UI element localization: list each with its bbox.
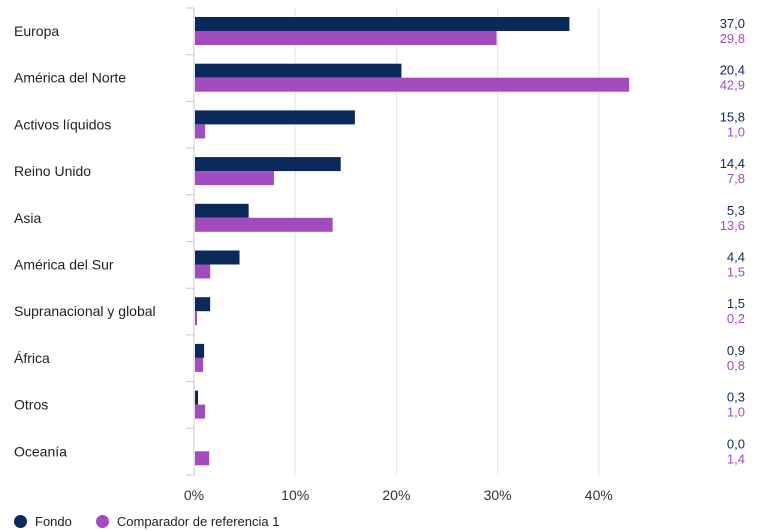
bar-comparador <box>195 217 333 232</box>
x-tick-label: 20% <box>382 487 410 503</box>
bar-fondo <box>195 390 199 405</box>
category-label: Supranacional y global <box>14 303 156 319</box>
legend-item-fondo: Fondo <box>14 514 72 529</box>
bar-comparador <box>195 31 497 45</box>
bar-fondo <box>195 17 570 31</box>
bar-comparador <box>195 311 198 326</box>
value-label-fondo: 20,4 <box>720 63 745 78</box>
x-tick-label: 30% <box>484 487 512 503</box>
legend: Fondo Comparador de referencia 1 <box>14 511 303 531</box>
value-label-comparador: 29,8 <box>720 31 745 46</box>
bar-chart: 0% 10% 20% 30% 40% Europa 37,029,8 América del … <box>14 7 745 503</box>
value-label-comparador: 1,0 <box>727 405 745 420</box>
value-label-fondo: 15,8 <box>720 109 745 124</box>
value-label-fondo: 1,5 <box>727 296 745 311</box>
category-label: África <box>14 350 50 366</box>
value-label-fondo: 37,0 <box>720 16 745 31</box>
value-label-comparador: 13,6 <box>720 218 745 233</box>
value-label-fondo: 14,4 <box>720 156 745 171</box>
value-label-fondo: 0,3 <box>727 390 745 405</box>
category-label: Oceanía <box>14 443 67 459</box>
bar-comparador <box>195 404 206 419</box>
value-label-fondo: 4,4 <box>727 250 745 265</box>
category-label: Asia <box>14 210 41 226</box>
bar-fondo <box>195 297 211 312</box>
legend-label-fondo: Fondo <box>35 513 72 529</box>
category-label: Europa <box>14 23 59 39</box>
category-label: Otros <box>14 397 48 413</box>
legend-swatch-comparador <box>95 514 109 528</box>
bar-comparador <box>195 357 204 372</box>
legend-swatch-fondo <box>14 514 27 528</box>
bar-comparador <box>195 264 211 279</box>
bar-fondo <box>195 343 205 358</box>
bar-fondo <box>195 250 240 265</box>
value-label-comparador: 7,8 <box>727 171 745 186</box>
x-tick-label: 10% <box>281 487 309 503</box>
bar-fondo <box>195 157 341 172</box>
bar-comparador <box>195 77 630 92</box>
category-label: Reino Unido <box>14 163 91 179</box>
bar-comparador <box>195 451 210 466</box>
bar-fondo <box>195 203 249 218</box>
bar-fondo <box>195 110 355 125</box>
value-label-fondo: 0,0 <box>727 436 745 451</box>
value-label-fondo: 0,9 <box>727 343 745 358</box>
bar-fondo <box>195 63 402 78</box>
value-label-comparador: 1,0 <box>727 124 745 139</box>
category-label: Activos líquidos <box>14 116 111 132</box>
value-label-fondo: 5,3 <box>727 203 745 218</box>
value-label-comparador: 0,2 <box>727 311 745 326</box>
x-tick-label: 0% <box>184 487 204 503</box>
bar-comparador <box>195 171 274 186</box>
value-label-comparador: 1,4 <box>727 451 745 466</box>
bar-comparador <box>195 124 206 139</box>
category-label: América del Sur <box>14 257 114 273</box>
value-label-comparador: 0,8 <box>727 358 745 373</box>
category-label: América del Norte <box>14 70 126 86</box>
value-label-comparador: 1,5 <box>727 265 745 280</box>
legend-item-comparador: Comparador de referencia 1 <box>95 513 280 529</box>
legend-label-comparador: Comparador de referencia 1 <box>116 513 280 529</box>
value-label-comparador: 42,9 <box>720 78 745 93</box>
x-tick-label: 40% <box>585 487 613 503</box>
